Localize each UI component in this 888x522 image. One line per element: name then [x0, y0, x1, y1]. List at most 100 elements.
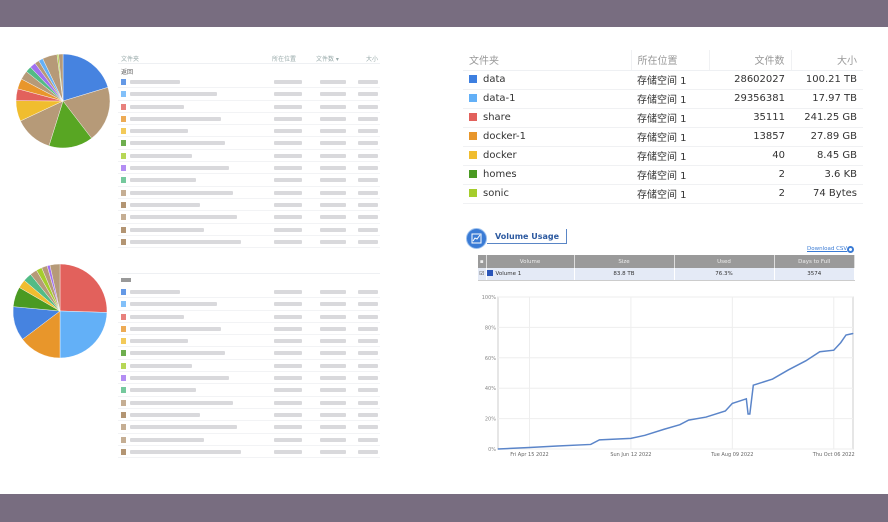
list-item[interactable]	[118, 372, 380, 385]
folder-location: 存储空间 1	[631, 127, 709, 147]
folder-color-swatch	[469, 170, 477, 178]
folder-color-swatch	[121, 424, 126, 431]
list-item[interactable]	[118, 286, 380, 299]
folder-color-swatch	[121, 177, 126, 184]
back-link[interactable]: 返回	[121, 69, 134, 76]
list-item[interactable]	[118, 174, 380, 187]
data-point	[497, 448, 499, 450]
folder-color-swatch	[121, 387, 126, 394]
col-folder[interactable]: 文件夹	[463, 50, 632, 71]
col-folder[interactable]: 文件夹	[121, 56, 140, 63]
table-row[interactable]: homes 存储空间 1 2 3.6 KB	[463, 165, 863, 185]
list-item[interactable]	[118, 211, 380, 224]
back-link[interactable]	[118, 274, 380, 286]
y-tick-label: 40%	[485, 386, 496, 392]
folder-color-swatch	[121, 115, 126, 122]
folder-color-swatch	[121, 411, 126, 418]
col-count[interactable]: 文件数	[709, 50, 792, 71]
folder-table: 文件夹 所在位置 文件数 大小 data 存储空间 1 28602027 100…	[463, 50, 863, 204]
plot-area	[497, 296, 854, 450]
table-row[interactable]: data-1 存储空间 1 29356381 17.97 TB	[463, 89, 863, 109]
folder-color-swatch	[121, 91, 126, 98]
list-item[interactable]	[118, 384, 380, 397]
x-tick-label: Thu Oct 06 2022	[812, 452, 855, 458]
list-item[interactable]	[118, 224, 380, 236]
list-item[interactable]	[118, 125, 380, 138]
folder-location: 存储空间 1	[631, 146, 709, 166]
list-item[interactable]	[118, 162, 380, 175]
pie-slice	[59, 263, 108, 313]
download-icon[interactable]	[847, 246, 854, 253]
data-point	[745, 398, 747, 400]
select-all-checkbox[interactable]: ▪	[478, 255, 487, 268]
table-row[interactable]: sonic 存储空间 1 2 74 Bytes	[463, 184, 863, 204]
list-item[interactable]	[118, 347, 380, 360]
folder-color-swatch	[121, 375, 126, 382]
list-item[interactable]	[118, 311, 380, 323]
col-location[interactable]: 所在位置	[631, 50, 710, 71]
list-item[interactable]	[118, 409, 380, 422]
list-item[interactable]	[118, 434, 380, 446]
data-point	[805, 360, 807, 362]
list-item[interactable]	[118, 446, 380, 459]
list-item[interactable]	[118, 199, 380, 212]
x-tick-label: Tue Aug 09 2022	[710, 452, 753, 458]
row-checkbox[interactable]: ☑	[478, 268, 487, 281]
list-item[interactable]	[118, 323, 380, 336]
folder-name[interactable]: data-1	[483, 93, 516, 104]
folder-color-swatch	[469, 75, 477, 83]
folder-table-blurred-2	[118, 262, 380, 459]
folder-color-swatch	[469, 113, 477, 121]
data-point	[833, 349, 835, 351]
table-row[interactable]: docker-1 存储空间 1 13857 27.89 GB	[463, 127, 863, 147]
folder-count: 29356381	[709, 89, 791, 109]
data-point	[598, 439, 600, 441]
folder-color-swatch	[121, 103, 126, 110]
data-point	[590, 443, 592, 445]
folder-color-swatch	[121, 189, 126, 196]
list-item[interactable]	[118, 236, 380, 249]
data-point	[747, 413, 749, 415]
list-item[interactable]	[118, 360, 380, 373]
pie-slice	[49, 263, 61, 312]
folder-name[interactable]: homes	[483, 169, 517, 180]
list-item[interactable]	[118, 397, 380, 409]
folder-name[interactable]: docker	[483, 150, 517, 161]
data-point	[819, 351, 821, 353]
list-item[interactable]	[118, 421, 380, 434]
folder-color-swatch	[121, 350, 126, 357]
table-row[interactable]: share 存储空间 1 35111 241.25 GB	[463, 108, 863, 128]
col-size[interactable]: 大小	[366, 56, 379, 63]
folder-name[interactable]: data	[483, 74, 506, 85]
folder-color-swatch	[121, 301, 126, 308]
volume-table: ▪ Volume Size Used Days to Full ☑ Volume…	[478, 255, 855, 281]
col-size[interactable]: 大小	[791, 50, 863, 71]
folder-name[interactable]: sonic	[483, 188, 509, 199]
folder-color-swatch	[121, 238, 126, 245]
list-item[interactable]	[118, 76, 380, 89]
col-used: Used	[674, 255, 775, 268]
list-item[interactable]	[118, 137, 380, 150]
list-item[interactable]	[118, 150, 380, 163]
list-item[interactable]	[118, 101, 380, 113]
folder-location: 存储空间 1	[631, 108, 709, 128]
list-item[interactable]	[118, 298, 380, 311]
folder-color-swatch	[121, 362, 126, 369]
folder-name[interactable]: docker-1	[483, 131, 526, 142]
col-location[interactable]: 所在位置	[272, 56, 297, 63]
data-point	[787, 369, 789, 371]
folder-count: 2	[709, 184, 791, 204]
list-item[interactable]	[118, 335, 380, 348]
folder-pie-chart-1	[15, 53, 111, 149]
col-count[interactable]: 文件数 ▾	[316, 56, 339, 63]
download-csv-link[interactable]: Download CSV	[807, 246, 848, 252]
table-row[interactable]: docker 存储空间 1 40 8.45 GB	[463, 146, 863, 166]
list-item[interactable]	[118, 187, 380, 199]
folder-count: 2	[709, 165, 791, 185]
list-item[interactable]	[118, 113, 380, 126]
volume-size: 83.8 TB	[574, 268, 675, 281]
folder-name[interactable]: share	[483, 112, 511, 123]
table-row[interactable]: ☑ Volume 1 83.8 TB 76.3% 3574	[478, 268, 855, 281]
list-item[interactable]	[118, 88, 380, 101]
table-row[interactable]: data 存储空间 1 28602027 100.21 TB	[463, 70, 863, 90]
